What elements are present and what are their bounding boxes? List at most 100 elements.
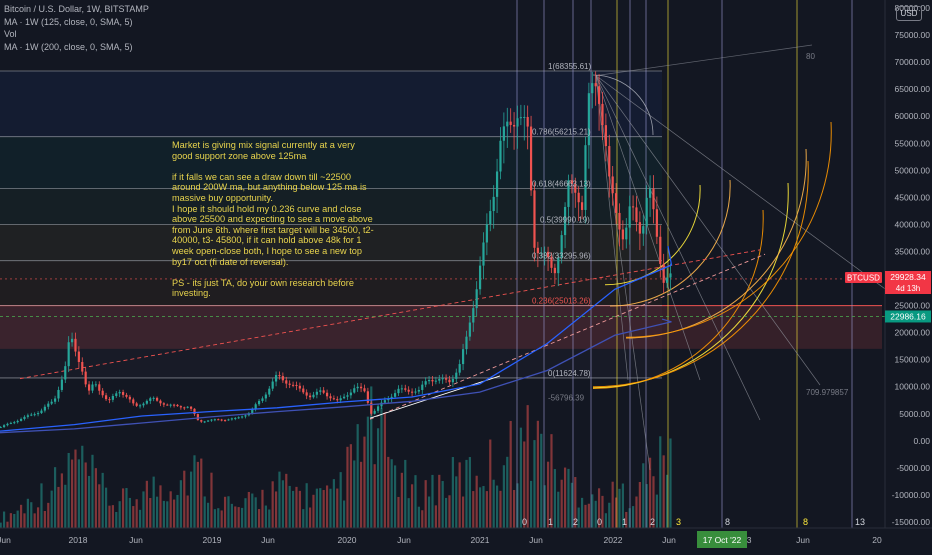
candle-body xyxy=(342,396,346,399)
candle-body xyxy=(149,398,152,401)
price-tick-label: 10000.00 xyxy=(895,382,931,392)
candle-body xyxy=(291,384,295,386)
candle-body xyxy=(206,420,210,422)
volume-bar xyxy=(543,485,546,528)
volume-bar xyxy=(138,509,142,528)
candle-body xyxy=(366,391,369,403)
volume-bar xyxy=(230,503,233,528)
volume-bar xyxy=(237,507,240,528)
volume-legend[interactable]: Vol xyxy=(4,29,17,39)
volume-bar xyxy=(407,498,410,528)
fan-label-bottom: 709.979857 xyxy=(806,388,849,397)
candle-body xyxy=(393,393,397,397)
volume-bar xyxy=(98,484,101,528)
volume-bar xyxy=(9,513,12,528)
candle-body xyxy=(223,420,227,422)
candle-body xyxy=(655,209,658,237)
candle-body xyxy=(638,222,641,234)
candle-body xyxy=(591,83,594,94)
candle-body xyxy=(492,196,495,212)
fib-fan-line xyxy=(595,75,761,421)
volume-bar xyxy=(390,459,393,528)
candle-body xyxy=(499,140,502,172)
volume-bar xyxy=(404,459,407,528)
candle-body xyxy=(444,378,448,380)
candle-body xyxy=(336,399,339,401)
volume-bar xyxy=(329,488,332,528)
volume-bar xyxy=(502,465,505,528)
volume-bar xyxy=(587,503,590,528)
volume-bar xyxy=(380,407,383,528)
volume-bar xyxy=(261,489,264,528)
candle-body xyxy=(298,385,301,389)
fib-arc xyxy=(592,160,809,388)
fib-arc xyxy=(592,74,654,136)
cycle-number: 0 xyxy=(597,517,602,527)
volume-bar xyxy=(295,486,298,528)
volume-bar xyxy=(166,501,169,528)
volume-bar xyxy=(506,456,509,528)
candle-body xyxy=(533,190,536,248)
volume-bar xyxy=(74,449,77,528)
candle-body xyxy=(115,393,118,396)
fib-label-0382: 0.382(33295.96) xyxy=(532,252,591,261)
price-tick-label: 50000.00 xyxy=(895,165,931,175)
symbol-title[interactable]: Bitcoin / U.S. Dollar, 1W, BITSTAMP xyxy=(4,4,149,14)
currency-button[interactable]: USD xyxy=(896,6,922,21)
volume-bar xyxy=(132,506,135,528)
candle-body xyxy=(529,126,533,191)
volume-bar xyxy=(642,463,645,528)
candle-body xyxy=(631,206,635,208)
candle-body xyxy=(288,383,291,385)
volume-bar xyxy=(186,495,189,528)
volume-bar xyxy=(492,479,495,528)
volume-bar xyxy=(577,507,580,528)
volume-bar xyxy=(516,483,519,528)
date-marker-badge[interactable] xyxy=(697,531,747,548)
volume-bar xyxy=(155,496,159,528)
candle-body xyxy=(553,267,556,274)
time-tick-label: Jun xyxy=(397,535,411,545)
fib-arc xyxy=(625,121,832,338)
cycle-number: 0 xyxy=(522,517,527,527)
volume-bar xyxy=(240,507,244,528)
candle-body xyxy=(332,398,335,400)
candle-body xyxy=(645,197,648,227)
candle-body xyxy=(519,117,522,119)
chart-legend: Bitcoin / U.S. Dollar, 1W, BITSTAMP MA ·… xyxy=(4,3,149,53)
candle-body xyxy=(506,121,509,127)
ma200-legend[interactable]: MA · 1W (200, close, 0, SMA, 5) xyxy=(4,41,133,52)
candle-body xyxy=(179,406,182,408)
candle-body xyxy=(339,398,342,401)
price-tick-label: 25000.00 xyxy=(895,301,931,311)
candle-body xyxy=(30,414,33,416)
volume-bar xyxy=(285,473,288,528)
time-tick-label: Jun xyxy=(529,535,543,545)
candle-body xyxy=(577,192,580,203)
volume-bar xyxy=(669,438,672,528)
candle-body xyxy=(176,404,179,407)
candle-body xyxy=(604,125,607,147)
volume-bar xyxy=(298,490,301,528)
volume-bar xyxy=(662,455,665,528)
candle-body xyxy=(567,180,570,207)
volume-bar xyxy=(540,433,543,528)
volume-bar xyxy=(359,461,363,528)
fib-label-negative: -56796.39 xyxy=(548,393,585,402)
candle-body xyxy=(254,404,257,409)
volume-bar xyxy=(414,475,417,528)
volume-bar xyxy=(400,472,403,528)
volume-bar xyxy=(264,505,267,528)
candle-body xyxy=(441,378,444,380)
volume-bar xyxy=(356,424,359,528)
fib-label-0236: 0.236(25013.26) xyxy=(532,297,591,306)
ma125-legend[interactable]: MA · 1W (125, close, 0, SMA, 5) xyxy=(4,16,133,27)
candle-body xyxy=(70,338,74,343)
candle-body xyxy=(625,227,628,240)
candle-body xyxy=(601,103,604,126)
volume-bar xyxy=(169,491,172,528)
candle-body xyxy=(67,342,70,367)
candle-body xyxy=(43,406,46,411)
